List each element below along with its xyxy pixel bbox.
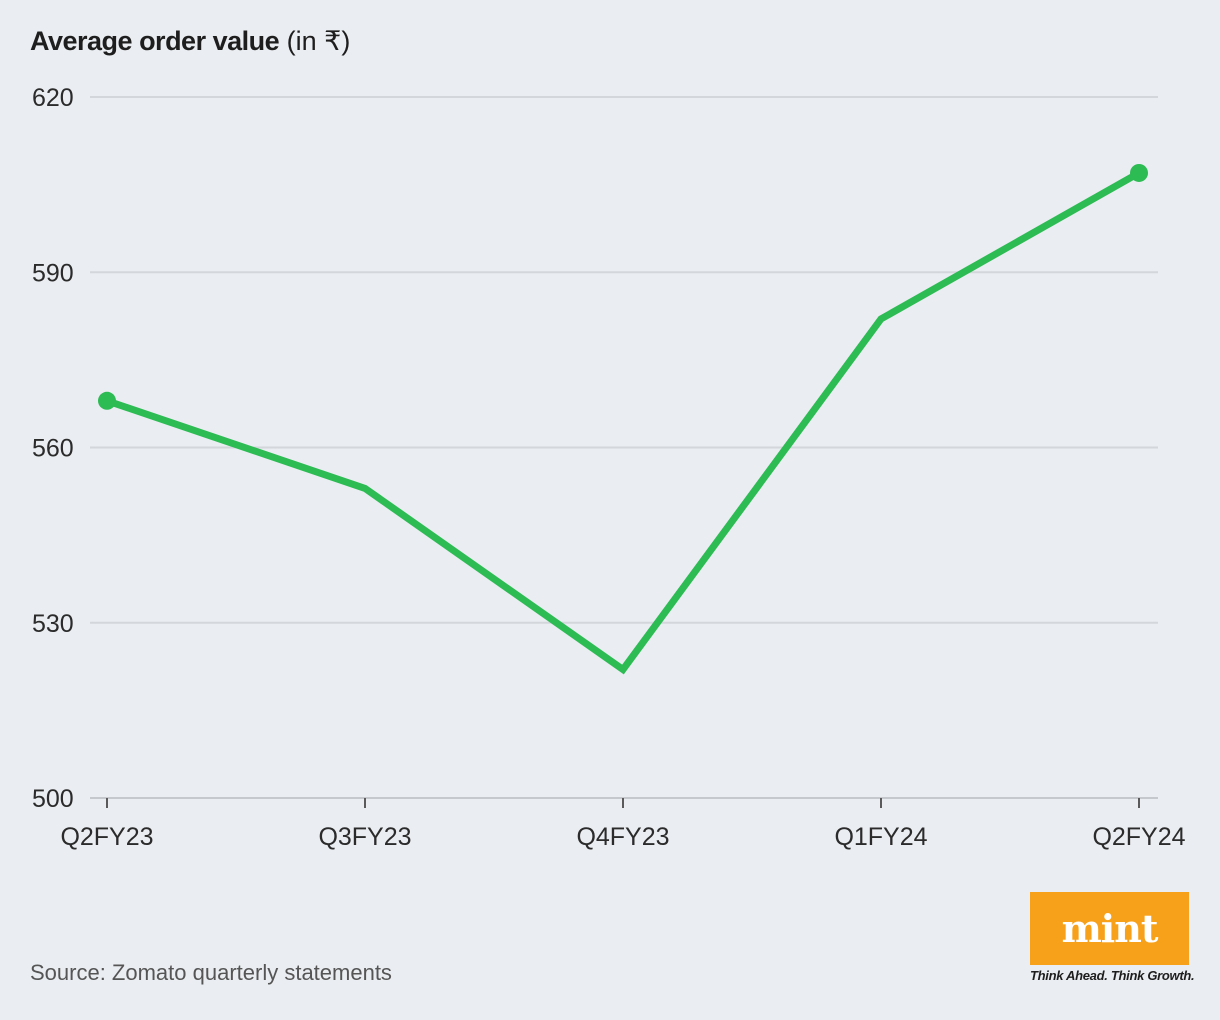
- logo-tagline: Think Ahead. Think Growth.: [1030, 968, 1195, 983]
- y-tick-label: 620: [32, 84, 74, 112]
- y-axis-tick-labels: 620 590 560 530 500: [32, 84, 74, 813]
- source-note: Source: Zomato quarterly statements: [30, 960, 392, 985]
- series-layer: [98, 163, 1148, 675]
- x-tick-label: Q2FY24: [1092, 823, 1185, 851]
- x-tick-label: Q3FY23: [318, 823, 411, 851]
- chart-title: Average order value (in ₹): [30, 26, 350, 57]
- x-tick-label: Q4FY23: [576, 823, 669, 851]
- mint-logo: mint: [1030, 892, 1189, 965]
- chart-title-main: Average order value: [30, 26, 280, 56]
- endpoint-marker: [98, 391, 116, 410]
- x-axis: Q2FY23 Q3FY23 Q4FY23 Q1FY24 Q2FY24: [60, 798, 1186, 851]
- endpoint-marker: [1130, 163, 1148, 182]
- y-tick-label: 530: [32, 610, 74, 638]
- mint-wordmark: mint: [1061, 906, 1159, 951]
- y-tick-label: 590: [32, 259, 74, 287]
- y-tick-label: 500: [32, 785, 74, 813]
- chart-title-unit: (in ₹): [286, 26, 351, 56]
- series-line: [105, 169, 1141, 675]
- gridlines: [90, 96, 1158, 799]
- x-tick-label: Q1FY24: [834, 823, 927, 851]
- x-tick-label: Q2FY23: [60, 823, 153, 851]
- y-tick-label: 560: [32, 435, 74, 463]
